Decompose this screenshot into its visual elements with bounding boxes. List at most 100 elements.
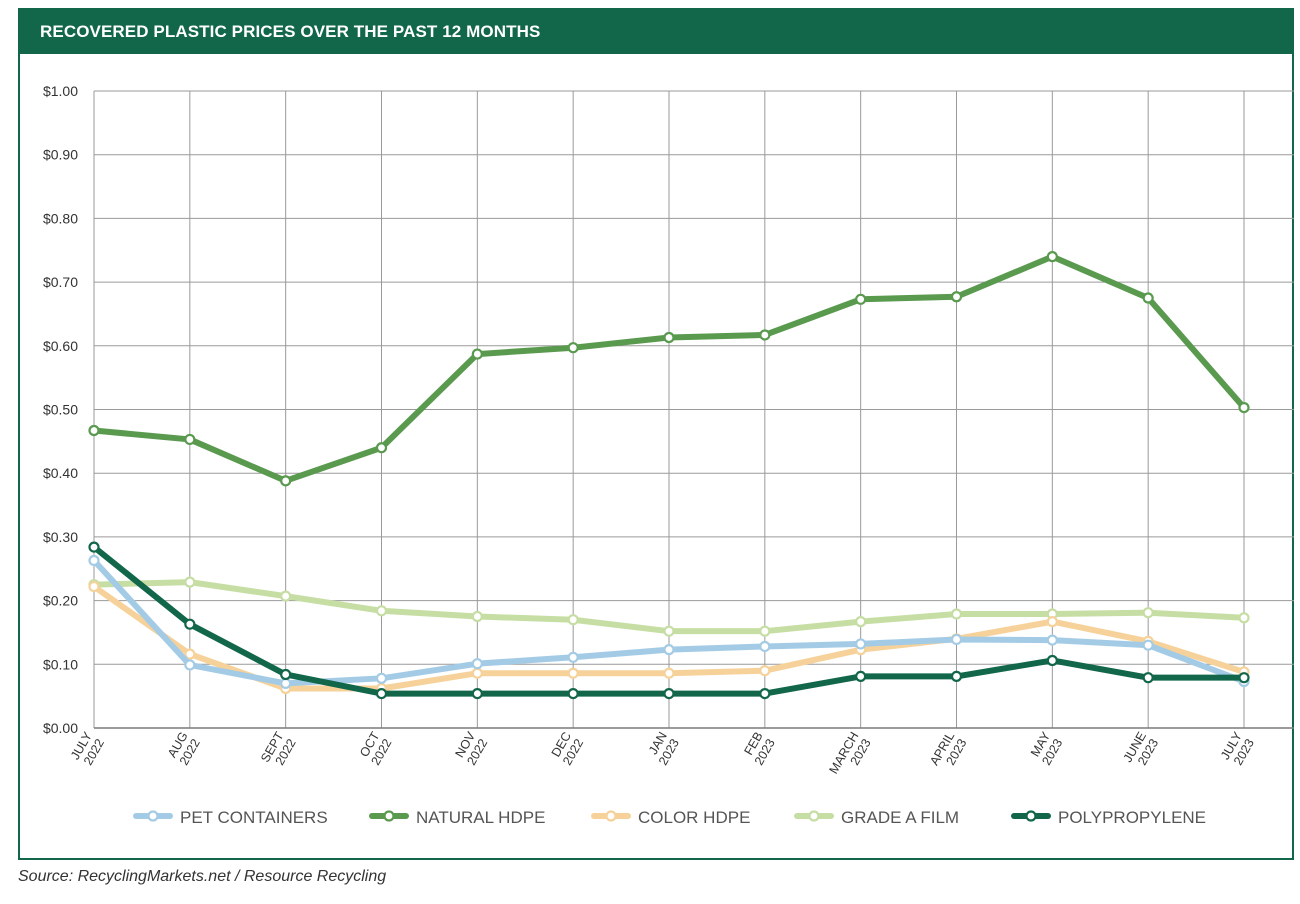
data-point-pet-containers [280,677,292,690]
data-point-pet-containers [950,633,963,646]
legend-label: GRADE A FILM [841,808,959,827]
data-point-natural-hdpe [663,331,675,344]
data-point-polypropylene [375,688,388,700]
series-layer [88,251,1250,700]
data-point-natural-hdpe [950,291,963,303]
data-point-polypropylene [1046,654,1058,667]
y-tick-label: $0.30 [43,529,78,545]
legend-label: NATURAL HDPE [416,808,545,827]
y-tick-label: $0.20 [43,593,78,609]
chart-title: RECOVERED PLASTIC PRICES OVER THE PAST 1… [20,10,1292,54]
data-point-grade-a-film [1142,607,1154,619]
legend-item-grade-a-film: GRADE A FILM [794,808,959,827]
data-point-polypropylene [567,688,579,700]
data-point-natural-hdpe [280,475,292,487]
legend: PET CONTAINERS NATURAL HDPE COLOR HDPE GRAD… [133,808,1206,827]
data-point-pet-containers [759,640,771,653]
source-note: Source: RecyclingMarkets.net / Resource … [18,868,387,885]
legend-label: COLOR HDPE [638,808,750,827]
y-tick-label: $0.00 [43,720,78,736]
data-point-pet-containers [1046,634,1058,646]
data-point-grade-a-film [759,625,771,637]
data-point-natural-hdpe [88,424,100,437]
y-tick-label: $0.60 [43,338,78,354]
legend-label: PET CONTAINERS [180,808,328,827]
data-point-color-hdpe [184,648,196,660]
y-tick-label: $0.70 [43,274,78,290]
data-point-grade-a-film [280,590,292,602]
data-point-polypropylene [1142,672,1154,684]
legend-item-natural-hdpe: NATURAL HDPE [369,808,545,827]
legend-item-color-hdpe: COLOR HDPE [591,808,750,827]
y-tick-label: $0.90 [43,147,78,163]
y-tick-label: $0.50 [43,402,78,418]
data-point-grade-a-film [184,576,196,588]
legend-marker [605,810,617,822]
data-point-grade-a-film [1238,612,1250,624]
data-point-grade-a-film [567,614,579,626]
data-point-natural-hdpe [184,433,196,446]
data-point-color-hdpe [567,667,579,679]
data-point-color-hdpe [471,667,483,679]
data-point-natural-hdpe [567,342,579,354]
data-point-color-hdpe [88,580,100,593]
data-point-color-hdpe [663,667,675,679]
y-tick-label: $0.40 [43,465,78,481]
data-point-polypropylene [471,688,483,700]
data-point-pet-containers [184,659,196,671]
data-point-natural-hdpe [855,293,867,305]
data-point-natural-hdpe [1238,401,1250,414]
data-point-pet-containers [1142,639,1154,651]
data-point-polypropylene [759,688,771,700]
data-point-polypropylene [663,688,675,700]
data-point-grade-a-film [855,616,867,628]
data-point-pet-containers [855,638,867,650]
data-point-pet-containers [471,658,483,670]
data-point-polypropylene [280,668,292,681]
data-point-polypropylene [184,618,196,630]
data-point-natural-hdpe [1046,251,1058,263]
data-point-grade-a-film [375,605,388,617]
data-point-natural-hdpe [1142,292,1154,304]
data-point-grade-a-film [950,608,963,620]
data-point-pet-containers [88,554,100,567]
data-point-grade-a-film [471,610,483,623]
chart-frame: RECOVERED PLASTIC PRICES OVER THE PAST 1… [18,8,1294,860]
data-point-pet-containers [567,651,579,663]
legend-marker [147,810,159,822]
legend-item-pet-containers: PET CONTAINERS [133,808,328,827]
y-tick-label: $0.80 [43,210,78,226]
data-point-pet-containers [663,644,675,656]
legend-marker [808,810,820,822]
legend-marker [383,810,395,822]
data-point-polypropylene [855,670,867,683]
data-point-natural-hdpe [375,442,388,454]
legend-marker [1025,810,1037,822]
data-point-pet-containers [375,672,388,684]
data-point-color-hdpe [759,665,771,677]
data-point-natural-hdpe [471,348,483,360]
data-point-polypropylene [950,670,963,683]
y-tick-label: $0.10 [43,656,78,672]
data-point-natural-hdpe [759,329,771,341]
axis-layer: $0.00 $0.10 $0.20 $0.30 $0.40 $0.50 $0.60 $0.70… [43,83,1294,777]
data-point-polypropylene [1238,672,1250,684]
legend-item-polypropylene: POLYPROPYLENE [1011,808,1206,827]
y-tick-label: $1.00 [43,83,78,99]
data-point-polypropylene [88,541,100,553]
legend-label: POLYPROPYLENE [1058,808,1206,827]
data-point-grade-a-film [663,625,675,637]
